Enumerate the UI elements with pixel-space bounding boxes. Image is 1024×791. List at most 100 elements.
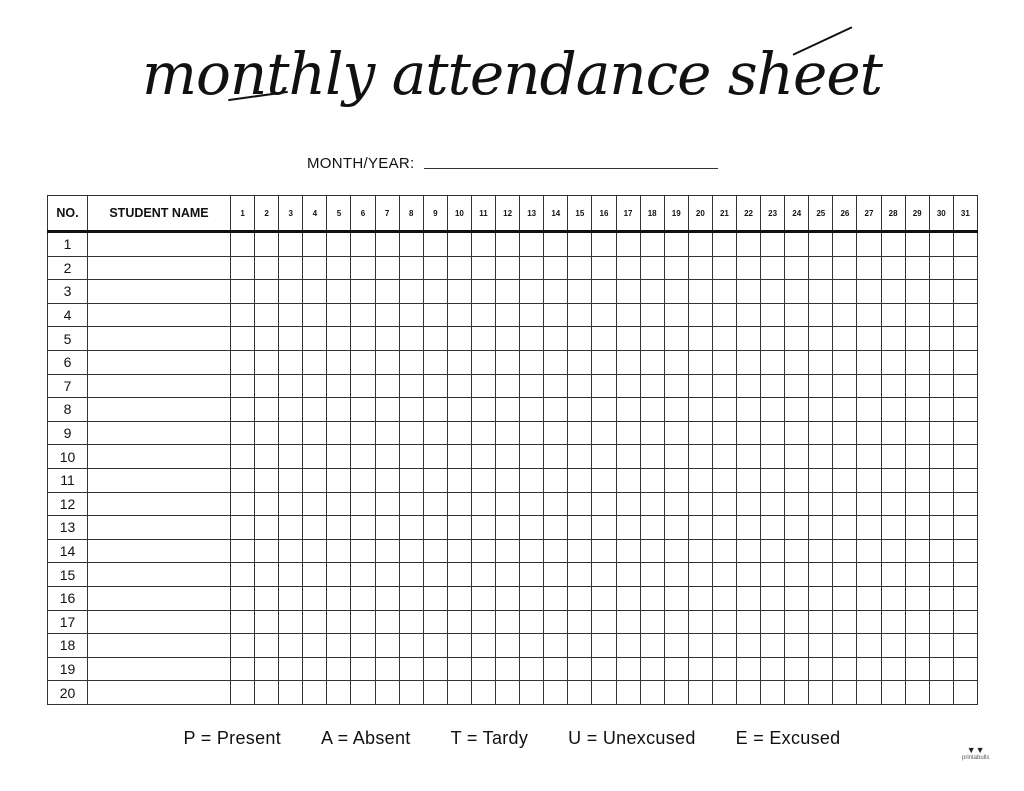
attendance-cell[interactable] — [952, 302, 978, 328]
attendance-cell[interactable] — [543, 562, 569, 587]
attendance-cell[interactable] — [278, 255, 304, 281]
attendance-cell[interactable] — [254, 349, 280, 375]
attendance-cell[interactable] — [784, 255, 810, 281]
student-name-cell[interactable] — [87, 397, 231, 422]
attendance-cell[interactable] — [735, 633, 762, 658]
attendance-cell[interactable] — [760, 680, 786, 705]
attendance-cell[interactable] — [591, 515, 617, 540]
attendance-cell[interactable] — [687, 633, 713, 658]
attendance-cell[interactable] — [229, 467, 256, 493]
attendance-cell[interactable] — [760, 302, 786, 328]
student-name-cell[interactable] — [87, 420, 231, 446]
attendance-cell[interactable] — [398, 373, 424, 399]
attendance-cell[interactable] — [302, 633, 328, 658]
attendance-cell[interactable] — [711, 656, 737, 682]
attendance-cell[interactable] — [952, 373, 978, 399]
attendance-cell[interactable] — [374, 444, 400, 469]
attendance-cell[interactable] — [832, 326, 858, 351]
attendance-cell[interactable] — [278, 585, 304, 611]
attendance-cell[interactable] — [760, 515, 786, 540]
attendance-cell[interactable] — [639, 515, 665, 540]
student-name-cell[interactable] — [87, 515, 231, 540]
attendance-cell[interactable] — [760, 444, 786, 469]
attendance-cell[interactable] — [904, 444, 930, 469]
attendance-cell[interactable] — [591, 585, 617, 611]
student-name-cell[interactable] — [87, 633, 231, 658]
attendance-cell[interactable] — [229, 302, 256, 328]
attendance-cell[interactable] — [374, 231, 400, 257]
attendance-cell[interactable] — [374, 467, 400, 493]
attendance-cell[interactable] — [904, 538, 930, 564]
attendance-cell[interactable] — [952, 538, 978, 564]
attendance-cell[interactable] — [904, 467, 930, 493]
attendance-cell[interactable] — [567, 373, 593, 399]
attendance-cell[interactable] — [639, 349, 665, 375]
attendance-cell[interactable] — [350, 609, 376, 635]
attendance-cell[interactable] — [398, 562, 424, 587]
attendance-cell[interactable] — [639, 538, 665, 564]
attendance-cell[interactable] — [856, 656, 882, 682]
attendance-cell[interactable] — [350, 444, 376, 469]
attendance-cell[interactable] — [229, 279, 256, 304]
attendance-cell[interactable] — [543, 609, 569, 635]
attendance-cell[interactable] — [446, 538, 472, 564]
attendance-cell[interactable] — [567, 680, 593, 705]
attendance-cell[interactable] — [543, 231, 569, 257]
attendance-cell[interactable] — [519, 349, 545, 375]
attendance-cell[interactable] — [326, 302, 352, 328]
attendance-cell[interactable] — [663, 373, 689, 399]
attendance-cell[interactable] — [615, 491, 641, 517]
attendance-cell[interactable] — [808, 279, 834, 304]
attendance-cell[interactable] — [398, 515, 424, 540]
attendance-cell[interactable] — [350, 562, 376, 587]
attendance-cell[interactable] — [880, 515, 906, 540]
attendance-cell[interactable] — [302, 231, 328, 257]
attendance-cell[interactable] — [711, 255, 737, 281]
attendance-cell[interactable] — [567, 538, 593, 564]
attendance-cell[interactable] — [687, 515, 713, 540]
attendance-cell[interactable] — [760, 255, 786, 281]
attendance-cell[interactable] — [422, 562, 448, 587]
attendance-cell[interactable] — [928, 302, 954, 328]
attendance-cell[interactable] — [663, 633, 689, 658]
attendance-cell[interactable] — [760, 538, 786, 564]
attendance-cell[interactable] — [398, 467, 424, 493]
attendance-cell[interactable] — [711, 444, 737, 469]
attendance-cell[interactable] — [808, 349, 834, 375]
attendance-cell[interactable] — [326, 538, 352, 564]
attendance-cell[interactable] — [254, 609, 280, 635]
attendance-cell[interactable] — [832, 680, 858, 705]
attendance-cell[interactable] — [591, 326, 617, 351]
attendance-cell[interactable] — [470, 562, 497, 587]
attendance-cell[interactable] — [832, 467, 858, 493]
attendance-cell[interactable] — [446, 373, 472, 399]
attendance-cell[interactable] — [687, 609, 713, 635]
attendance-cell[interactable] — [856, 491, 882, 517]
attendance-cell[interactable] — [254, 279, 280, 304]
attendance-cell[interactable] — [254, 491, 280, 517]
attendance-cell[interactable] — [663, 562, 689, 587]
attendance-cell[interactable] — [374, 538, 400, 564]
attendance-cell[interactable] — [784, 585, 810, 611]
attendance-cell[interactable] — [711, 326, 737, 351]
attendance-cell[interactable] — [326, 373, 352, 399]
attendance-cell[interactable] — [326, 562, 352, 587]
attendance-cell[interactable] — [952, 255, 978, 281]
attendance-cell[interactable] — [928, 373, 954, 399]
attendance-cell[interactable] — [350, 373, 376, 399]
attendance-cell[interactable] — [639, 585, 665, 611]
attendance-cell[interactable] — [470, 326, 497, 351]
attendance-cell[interactable] — [543, 397, 569, 422]
attendance-cell[interactable] — [278, 491, 304, 517]
attendance-cell[interactable] — [446, 656, 472, 682]
attendance-cell[interactable] — [422, 397, 448, 422]
attendance-cell[interactable] — [495, 373, 521, 399]
attendance-cell[interactable] — [591, 255, 617, 281]
attendance-cell[interactable] — [663, 349, 689, 375]
attendance-cell[interactable] — [470, 609, 497, 635]
attendance-cell[interactable] — [832, 656, 858, 682]
attendance-cell[interactable] — [567, 444, 593, 469]
attendance-cell[interactable] — [495, 397, 521, 422]
attendance-cell[interactable] — [422, 326, 448, 351]
attendance-cell[interactable] — [760, 420, 786, 446]
